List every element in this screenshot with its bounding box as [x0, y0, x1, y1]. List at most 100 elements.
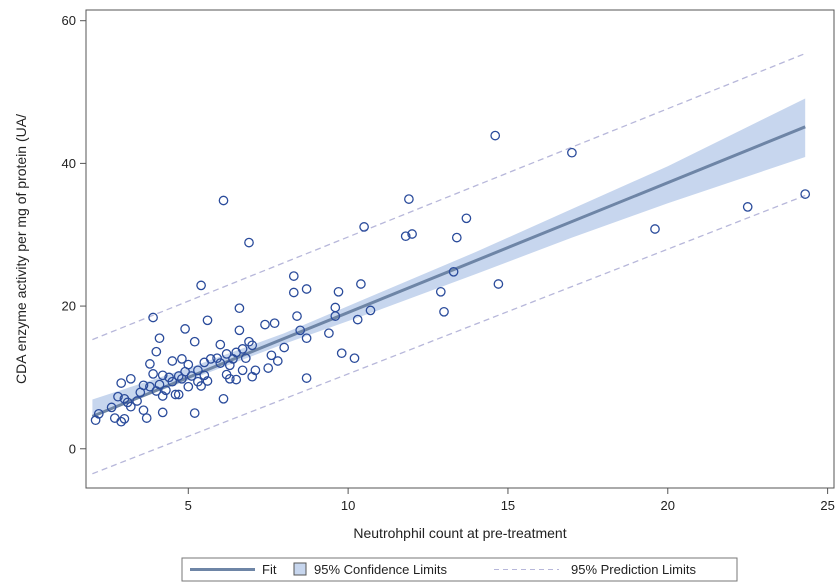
data-point	[240, 353, 251, 364]
data-point	[116, 378, 127, 388]
data-point	[493, 279, 504, 289]
data-point	[218, 393, 229, 404]
data-point	[301, 284, 312, 294]
data-point	[161, 385, 171, 396]
data-point	[113, 391, 123, 402]
data-point	[154, 379, 165, 390]
data-point	[352, 314, 363, 325]
y-tick-label: 40	[62, 156, 76, 171]
data-point	[244, 237, 254, 248]
data-point	[260, 319, 270, 330]
data-point	[154, 333, 165, 344]
data-point	[167, 376, 178, 387]
data-point	[295, 325, 306, 336]
data-point	[173, 389, 184, 400]
prediction-limits-layer	[92, 52, 806, 475]
x-tick-label: 25	[820, 498, 834, 513]
data-point	[202, 376, 213, 386]
data-point	[333, 286, 344, 297]
y-tick-label: 60	[62, 13, 76, 28]
data-point	[119, 413, 130, 424]
data-point	[650, 224, 660, 234]
data-point	[231, 374, 242, 385]
data-point	[234, 325, 245, 336]
data-point	[269, 318, 280, 329]
data-point	[461, 213, 472, 224]
data-point	[439, 306, 449, 317]
data-point	[288, 287, 299, 298]
data-point	[157, 407, 168, 418]
data-point	[193, 365, 203, 376]
data-point	[263, 363, 274, 373]
data-point	[435, 286, 446, 297]
data-point	[221, 349, 232, 359]
x-tick-label: 5	[185, 498, 192, 513]
data-point	[292, 311, 302, 321]
x-axis-label: Neutrohphil count at pre-treatment	[353, 525, 566, 541]
legend-prediction-label: 95% Prediction Limits	[571, 562, 696, 577]
x-tick-label: 20	[661, 498, 675, 513]
data-point	[125, 401, 136, 412]
data-point	[404, 194, 414, 204]
plot-frame	[85, 9, 835, 489]
data-point	[167, 356, 178, 366]
data-point	[148, 369, 158, 379]
prediction-limit-lower	[92, 194, 806, 475]
data-point	[288, 271, 299, 281]
legend-confidence-swatch	[293, 562, 307, 576]
y-tick-label: 0	[69, 441, 76, 456]
data-point	[180, 324, 190, 334]
data-point	[301, 333, 312, 344]
data-point	[116, 416, 127, 427]
data-point	[196, 280, 206, 291]
data-point	[490, 130, 501, 141]
legend-fit-label: Fit	[262, 562, 277, 577]
data-point	[359, 222, 369, 232]
data-point	[324, 328, 334, 339]
data-point	[272, 356, 283, 366]
x-tick-label: 10	[341, 498, 355, 513]
data-point	[132, 396, 142, 406]
data-point	[138, 405, 149, 416]
data-point	[742, 202, 753, 212]
data-point	[330, 311, 341, 321]
data-point	[202, 315, 213, 326]
data-point	[177, 354, 187, 364]
data-point	[183, 381, 194, 392]
data-point	[451, 232, 462, 243]
data-point	[189, 408, 200, 418]
data-point	[301, 373, 312, 383]
data-point	[356, 279, 366, 289]
data-point	[800, 189, 811, 199]
data-point	[151, 346, 162, 357]
data-point	[448, 266, 459, 277]
x-tick-label: 15	[501, 498, 515, 513]
data-point	[205, 354, 216, 364]
data-point	[196, 381, 206, 391]
data-point	[189, 336, 200, 347]
data-point	[170, 389, 181, 400]
data-point	[145, 359, 155, 369]
data-point	[567, 147, 577, 158]
y-axis: 0 20 40 60	[62, 13, 86, 456]
data-point	[218, 195, 229, 206]
data-point	[266, 350, 277, 361]
data-point	[237, 344, 248, 354]
legend: Fit 95% Confidence Limits 95% Prediction…	[181, 557, 738, 582]
y-axis-label: CDA enzyme activity per mg of protein (U…	[13, 114, 29, 384]
data-point	[365, 305, 376, 316]
prediction-limit-upper	[92, 52, 806, 341]
data-point	[199, 370, 210, 381]
data-point	[183, 359, 194, 370]
data-point	[407, 229, 417, 239]
data-point	[336, 348, 347, 359]
y-tick-label: 20	[62, 299, 76, 314]
data-point	[106, 402, 117, 413]
data-point	[148, 312, 158, 323]
data-point	[250, 365, 261, 376]
data-point	[138, 380, 149, 391]
legend-confidence-label: 95% Confidence Limits	[314, 562, 447, 577]
data-point	[224, 373, 235, 384]
data-point	[93, 408, 104, 419]
